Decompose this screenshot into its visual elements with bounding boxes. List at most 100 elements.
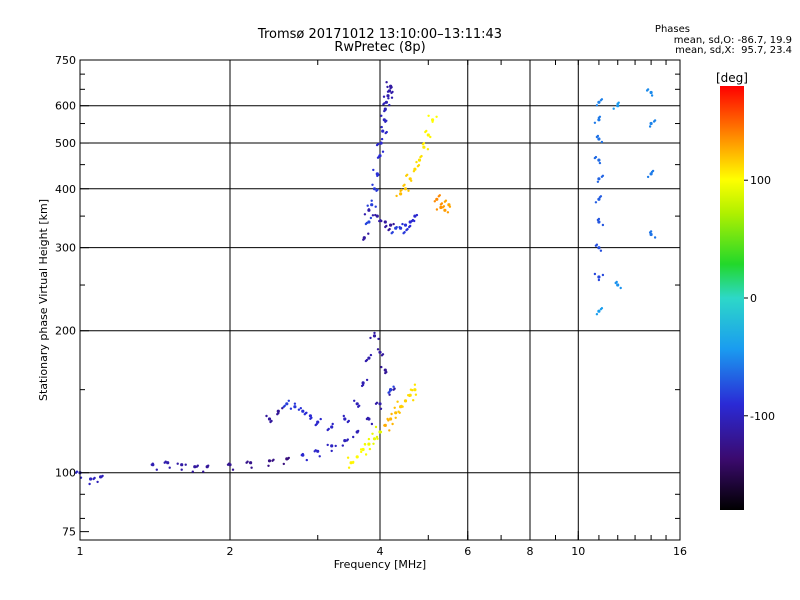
data-point [372, 334, 377, 338]
data-point [414, 393, 418, 396]
data-point [424, 130, 427, 134]
data-point [372, 168, 375, 172]
data-point [180, 468, 183, 471]
data-point [595, 135, 599, 139]
data-point [387, 97, 390, 100]
data-point [408, 225, 411, 229]
data-point [393, 406, 396, 409]
data-point [413, 383, 417, 386]
data-point [403, 187, 408, 191]
data-point [364, 359, 368, 363]
data-point [397, 410, 400, 413]
data-point [389, 223, 393, 227]
data-point [383, 109, 386, 113]
data-point [593, 121, 597, 125]
data-point [346, 456, 350, 459]
colorbar-tick-label: -100 [750, 410, 775, 423]
data-point [597, 220, 601, 224]
data-point [402, 232, 405, 235]
data-point [594, 201, 598, 204]
data-point [413, 167, 417, 171]
data-point [365, 378, 369, 382]
data-point [645, 89, 649, 92]
series-5 [346, 383, 418, 469]
data-point [267, 417, 272, 421]
y-tick-label: 300 [55, 242, 76, 255]
data-point [390, 412, 393, 416]
data-point [596, 218, 600, 222]
data-point [368, 447, 372, 451]
data-point [331, 422, 334, 426]
data-point [389, 417, 393, 421]
data-point [360, 450, 363, 454]
data-point [308, 414, 312, 418]
data-point [597, 309, 601, 313]
data-point [375, 214, 379, 218]
data-point [168, 466, 171, 469]
data-point [276, 413, 279, 416]
data-point [415, 160, 418, 164]
data-point [245, 461, 248, 464]
data-point [364, 222, 368, 226]
colorbar-label: [deg] [716, 71, 748, 85]
data-point [316, 449, 320, 453]
data-point [600, 140, 604, 144]
series-3 [74, 387, 396, 486]
data-point [389, 388, 393, 392]
data-point [415, 213, 419, 217]
data-point [653, 236, 657, 239]
data-point [301, 409, 305, 413]
data-point [378, 219, 381, 223]
data-point [410, 219, 414, 223]
data-point [367, 232, 370, 235]
data-point [593, 156, 597, 160]
data-point [648, 231, 652, 234]
data-point [330, 449, 333, 453]
data-point [385, 81, 388, 84]
data-point [412, 399, 415, 402]
data-point [352, 435, 355, 439]
data-point [439, 203, 443, 206]
data-point [597, 100, 601, 104]
data-point [386, 94, 390, 98]
data-point [366, 204, 369, 207]
data-point [410, 179, 413, 182]
x-tick-label: 4 [377, 545, 384, 558]
data-point [390, 91, 393, 95]
data-point [376, 348, 380, 351]
x-tick-label: 2 [227, 545, 234, 558]
data-point [396, 400, 399, 403]
data-point [231, 468, 235, 471]
data-point [361, 447, 365, 452]
data-point [287, 399, 290, 402]
data-point [367, 437, 371, 441]
data-point [390, 96, 394, 99]
data-point [386, 417, 389, 421]
data-point [381, 129, 385, 133]
data-point [356, 455, 359, 459]
data-point [371, 432, 374, 435]
data-point [326, 443, 329, 447]
data-point [380, 137, 384, 141]
data-point [597, 158, 601, 162]
data-point [360, 384, 364, 388]
data-point [616, 102, 619, 105]
data-point [597, 137, 601, 141]
data-point [334, 444, 337, 448]
data-point [404, 399, 407, 403]
chart-title: Tromsø 20171012 13:10:00–13:11:43 [257, 27, 503, 42]
data-point [369, 353, 373, 357]
data-point [382, 103, 385, 106]
data-point [282, 405, 285, 408]
data-point [374, 213, 377, 217]
data-point [380, 125, 383, 129]
data-point [401, 222, 404, 226]
data-point [343, 439, 347, 443]
data-point [395, 194, 398, 198]
data-point [293, 405, 297, 409]
data-point [276, 409, 280, 413]
data-point [596, 180, 600, 183]
data-point [439, 205, 443, 210]
data-point [375, 143, 379, 147]
